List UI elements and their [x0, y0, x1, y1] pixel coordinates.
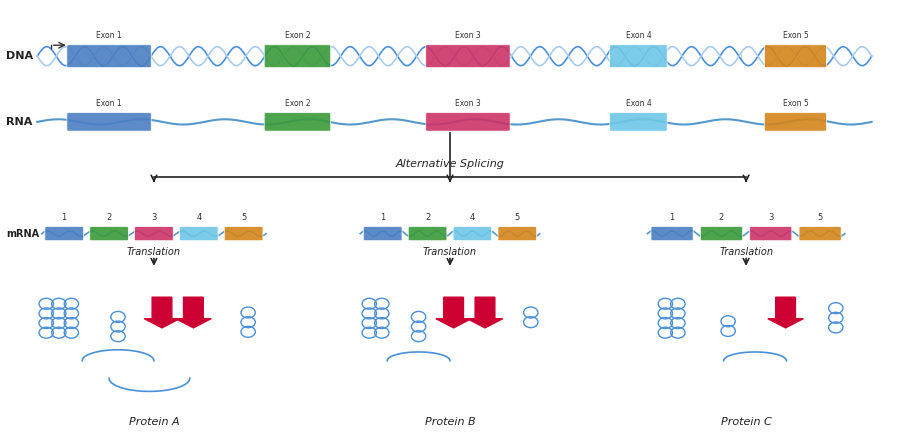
- Text: 3: 3: [151, 213, 157, 222]
- FancyBboxPatch shape: [799, 227, 842, 241]
- FancyBboxPatch shape: [265, 45, 330, 67]
- Text: 1: 1: [670, 213, 675, 222]
- Text: 2: 2: [425, 213, 430, 222]
- FancyBboxPatch shape: [764, 113, 826, 131]
- Text: 5: 5: [817, 213, 823, 222]
- Text: Exon 2: Exon 2: [284, 99, 310, 108]
- Text: Protein C: Protein C: [721, 417, 771, 427]
- Text: 4: 4: [196, 213, 202, 222]
- Text: Exon 3: Exon 3: [455, 31, 481, 41]
- Text: Exon 1: Exon 1: [96, 99, 122, 108]
- Text: Protein B: Protein B: [425, 417, 475, 427]
- FancyBboxPatch shape: [609, 45, 667, 67]
- FancyArrow shape: [467, 297, 503, 328]
- Text: 1: 1: [380, 213, 385, 222]
- Text: Alternative Splicing: Alternative Splicing: [396, 159, 504, 169]
- Text: Exon 2: Exon 2: [284, 31, 310, 41]
- Text: Exon 1: Exon 1: [96, 31, 122, 41]
- FancyBboxPatch shape: [453, 227, 491, 241]
- Text: Protein A: Protein A: [129, 417, 179, 427]
- Text: Translation: Translation: [423, 247, 477, 257]
- Text: 4: 4: [470, 213, 475, 222]
- Text: 1: 1: [61, 213, 67, 222]
- FancyBboxPatch shape: [651, 227, 693, 241]
- Text: Exon 4: Exon 4: [626, 31, 652, 41]
- FancyBboxPatch shape: [609, 113, 667, 131]
- Text: Exon 3: Exon 3: [455, 99, 481, 108]
- FancyBboxPatch shape: [45, 227, 84, 241]
- Text: Translation: Translation: [719, 247, 773, 257]
- FancyArrow shape: [436, 297, 472, 328]
- FancyBboxPatch shape: [67, 113, 151, 131]
- FancyArrow shape: [144, 297, 180, 328]
- Text: RNA: RNA: [6, 117, 32, 127]
- Text: 5: 5: [241, 213, 247, 222]
- FancyBboxPatch shape: [700, 227, 742, 241]
- Text: DNA: DNA: [6, 51, 33, 61]
- Text: 5: 5: [515, 213, 520, 222]
- FancyBboxPatch shape: [179, 227, 218, 241]
- FancyArrow shape: [768, 297, 804, 328]
- FancyBboxPatch shape: [224, 227, 263, 241]
- FancyBboxPatch shape: [498, 227, 536, 241]
- FancyBboxPatch shape: [90, 227, 129, 241]
- Text: Exon 5: Exon 5: [783, 31, 808, 41]
- FancyBboxPatch shape: [364, 227, 402, 241]
- Text: mRNA: mRNA: [6, 228, 39, 239]
- FancyArrow shape: [176, 297, 211, 328]
- FancyBboxPatch shape: [426, 113, 510, 131]
- Text: Translation: Translation: [127, 247, 181, 257]
- FancyBboxPatch shape: [764, 45, 826, 67]
- FancyBboxPatch shape: [426, 45, 510, 67]
- FancyBboxPatch shape: [135, 227, 173, 241]
- FancyBboxPatch shape: [409, 227, 447, 241]
- Text: 2: 2: [719, 213, 724, 222]
- Text: 2: 2: [106, 213, 112, 222]
- Text: Exon 5: Exon 5: [783, 99, 808, 108]
- FancyBboxPatch shape: [750, 227, 792, 241]
- Text: 3: 3: [768, 213, 773, 222]
- Text: Exon 4: Exon 4: [626, 99, 652, 108]
- FancyBboxPatch shape: [265, 113, 330, 131]
- FancyBboxPatch shape: [67, 45, 151, 67]
